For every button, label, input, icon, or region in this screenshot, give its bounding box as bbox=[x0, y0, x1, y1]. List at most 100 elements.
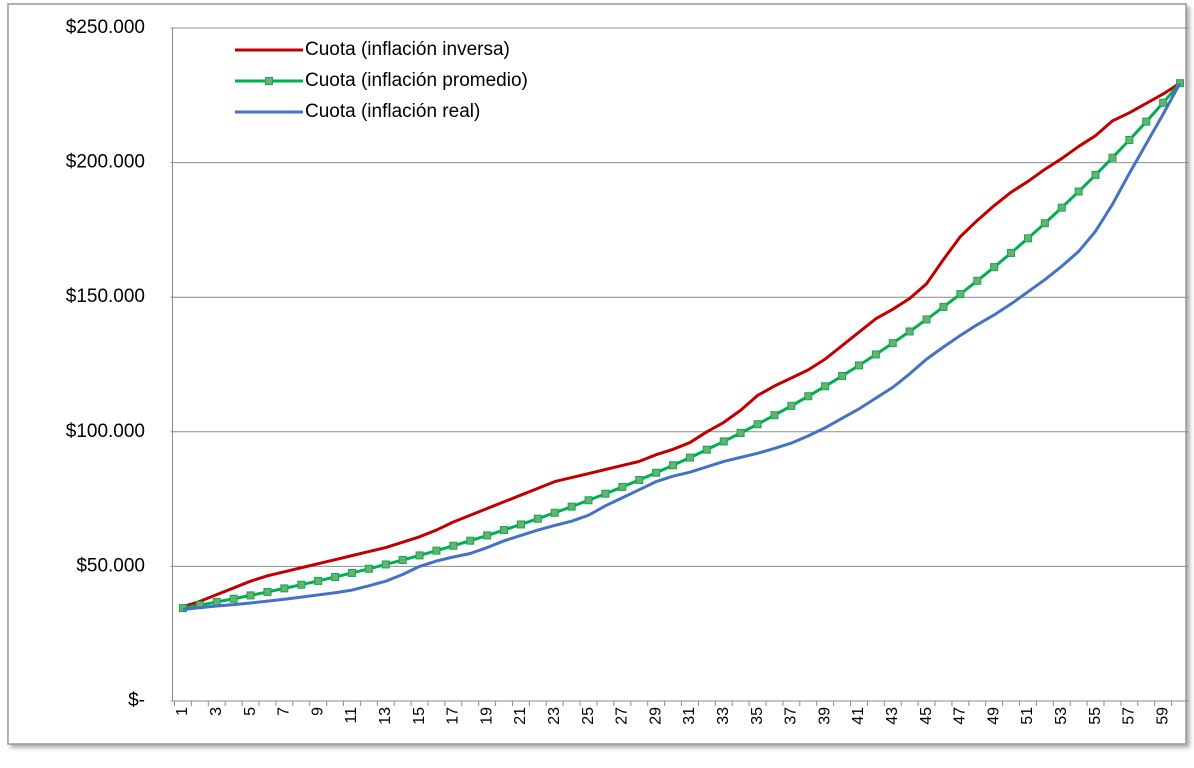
chart-frame bbox=[7, 3, 1187, 745]
x-tick-label: 3 bbox=[208, 707, 225, 716]
marker bbox=[229, 594, 238, 603]
x-tick-label: 21 bbox=[512, 707, 529, 725]
y-tick-label: $50.000 bbox=[76, 555, 145, 576]
x-tick-label: 25 bbox=[580, 707, 597, 725]
marker bbox=[280, 584, 289, 593]
marker bbox=[669, 461, 678, 470]
legend-label: Cuota (inflación real) bbox=[305, 101, 480, 122]
marker bbox=[1142, 117, 1151, 126]
x-tick-label: 23 bbox=[546, 707, 563, 725]
x-tick-label: 47 bbox=[952, 707, 969, 725]
x-tick-label: 29 bbox=[647, 707, 664, 725]
marker bbox=[550, 508, 559, 517]
x-tick-label: 5 bbox=[242, 707, 259, 716]
legend-label: Cuota (inflación inversa) bbox=[305, 39, 510, 60]
x-tick-label: 9 bbox=[309, 707, 326, 716]
x-tick-label: 19 bbox=[478, 707, 495, 725]
marker bbox=[922, 315, 931, 324]
marker bbox=[770, 411, 779, 420]
marker bbox=[804, 392, 813, 401]
marker bbox=[331, 573, 340, 582]
marker bbox=[618, 482, 627, 491]
y-tick-label: $250.000 bbox=[66, 17, 145, 38]
x-tick-label: 15 bbox=[411, 707, 428, 725]
x-tick-label: 51 bbox=[1019, 707, 1036, 725]
marker bbox=[652, 468, 661, 477]
marker bbox=[1007, 248, 1016, 257]
legend-label: Cuota (inflación promedio) bbox=[305, 70, 528, 91]
y-tick-label: $100.000 bbox=[66, 421, 145, 442]
marker bbox=[871, 350, 880, 359]
marker bbox=[584, 496, 593, 505]
marker bbox=[939, 302, 948, 311]
marker bbox=[347, 568, 356, 577]
x-tick-label: 45 bbox=[918, 707, 935, 725]
marker bbox=[753, 420, 762, 429]
marker bbox=[500, 526, 509, 535]
marker bbox=[1125, 135, 1134, 144]
x-tick-label: 43 bbox=[884, 707, 901, 725]
marker bbox=[838, 372, 847, 381]
marker bbox=[1091, 170, 1100, 179]
marker bbox=[973, 276, 982, 285]
x-tick-label: 49 bbox=[985, 707, 1002, 725]
marker bbox=[1040, 219, 1049, 228]
marker bbox=[719, 437, 728, 446]
marker bbox=[1074, 187, 1083, 196]
marker bbox=[533, 514, 542, 523]
x-tick-label: 1 bbox=[174, 707, 191, 716]
marker bbox=[516, 520, 525, 529]
marker bbox=[685, 453, 694, 462]
marker bbox=[483, 531, 492, 540]
x-tick-label: 37 bbox=[783, 707, 800, 725]
series-line bbox=[182, 81, 1181, 609]
marker bbox=[787, 401, 796, 410]
marker bbox=[381, 560, 390, 569]
marker bbox=[398, 555, 407, 564]
marker bbox=[888, 339, 897, 348]
y-tick-label: $200.000 bbox=[66, 152, 145, 173]
marker bbox=[601, 489, 610, 498]
x-tick-label: 57 bbox=[1121, 707, 1138, 725]
marker bbox=[905, 327, 914, 336]
marker bbox=[635, 475, 644, 484]
marker bbox=[854, 361, 863, 370]
x-tick-label: 13 bbox=[377, 707, 394, 725]
marker bbox=[466, 536, 475, 545]
marker bbox=[263, 587, 272, 596]
x-tick-label: 35 bbox=[749, 707, 766, 725]
marker bbox=[990, 263, 999, 272]
marker bbox=[956, 290, 965, 299]
x-tick-label: 55 bbox=[1087, 707, 1104, 725]
marker bbox=[432, 546, 441, 555]
marker bbox=[246, 591, 255, 600]
y-tick-label: $150.000 bbox=[66, 286, 145, 307]
x-tick-label: 39 bbox=[816, 707, 833, 725]
marker bbox=[702, 445, 711, 454]
marker bbox=[1023, 234, 1032, 243]
x-tick-label: 31 bbox=[681, 707, 698, 725]
x-tick-label: 27 bbox=[614, 707, 631, 725]
marker bbox=[449, 541, 458, 550]
x-tick-label: 7 bbox=[276, 707, 293, 716]
x-tick-label: 17 bbox=[445, 707, 462, 725]
x-tick-label: 41 bbox=[850, 707, 867, 725]
x-tick-label: 33 bbox=[715, 707, 732, 725]
series-line bbox=[182, 82, 1182, 611]
marker bbox=[415, 551, 424, 560]
marker bbox=[1108, 153, 1117, 162]
x-tick-label: 11 bbox=[343, 707, 360, 724]
marker bbox=[364, 564, 373, 573]
marker bbox=[736, 428, 745, 437]
x-tick-label: 59 bbox=[1154, 707, 1171, 725]
x-tick-label: 53 bbox=[1053, 707, 1070, 725]
marker bbox=[314, 576, 323, 585]
marker bbox=[1057, 203, 1066, 212]
y-tick-label: $- bbox=[128, 690, 145, 711]
marker bbox=[821, 382, 830, 391]
legend-marker bbox=[265, 77, 273, 85]
marker bbox=[297, 580, 306, 589]
marker bbox=[567, 502, 576, 511]
